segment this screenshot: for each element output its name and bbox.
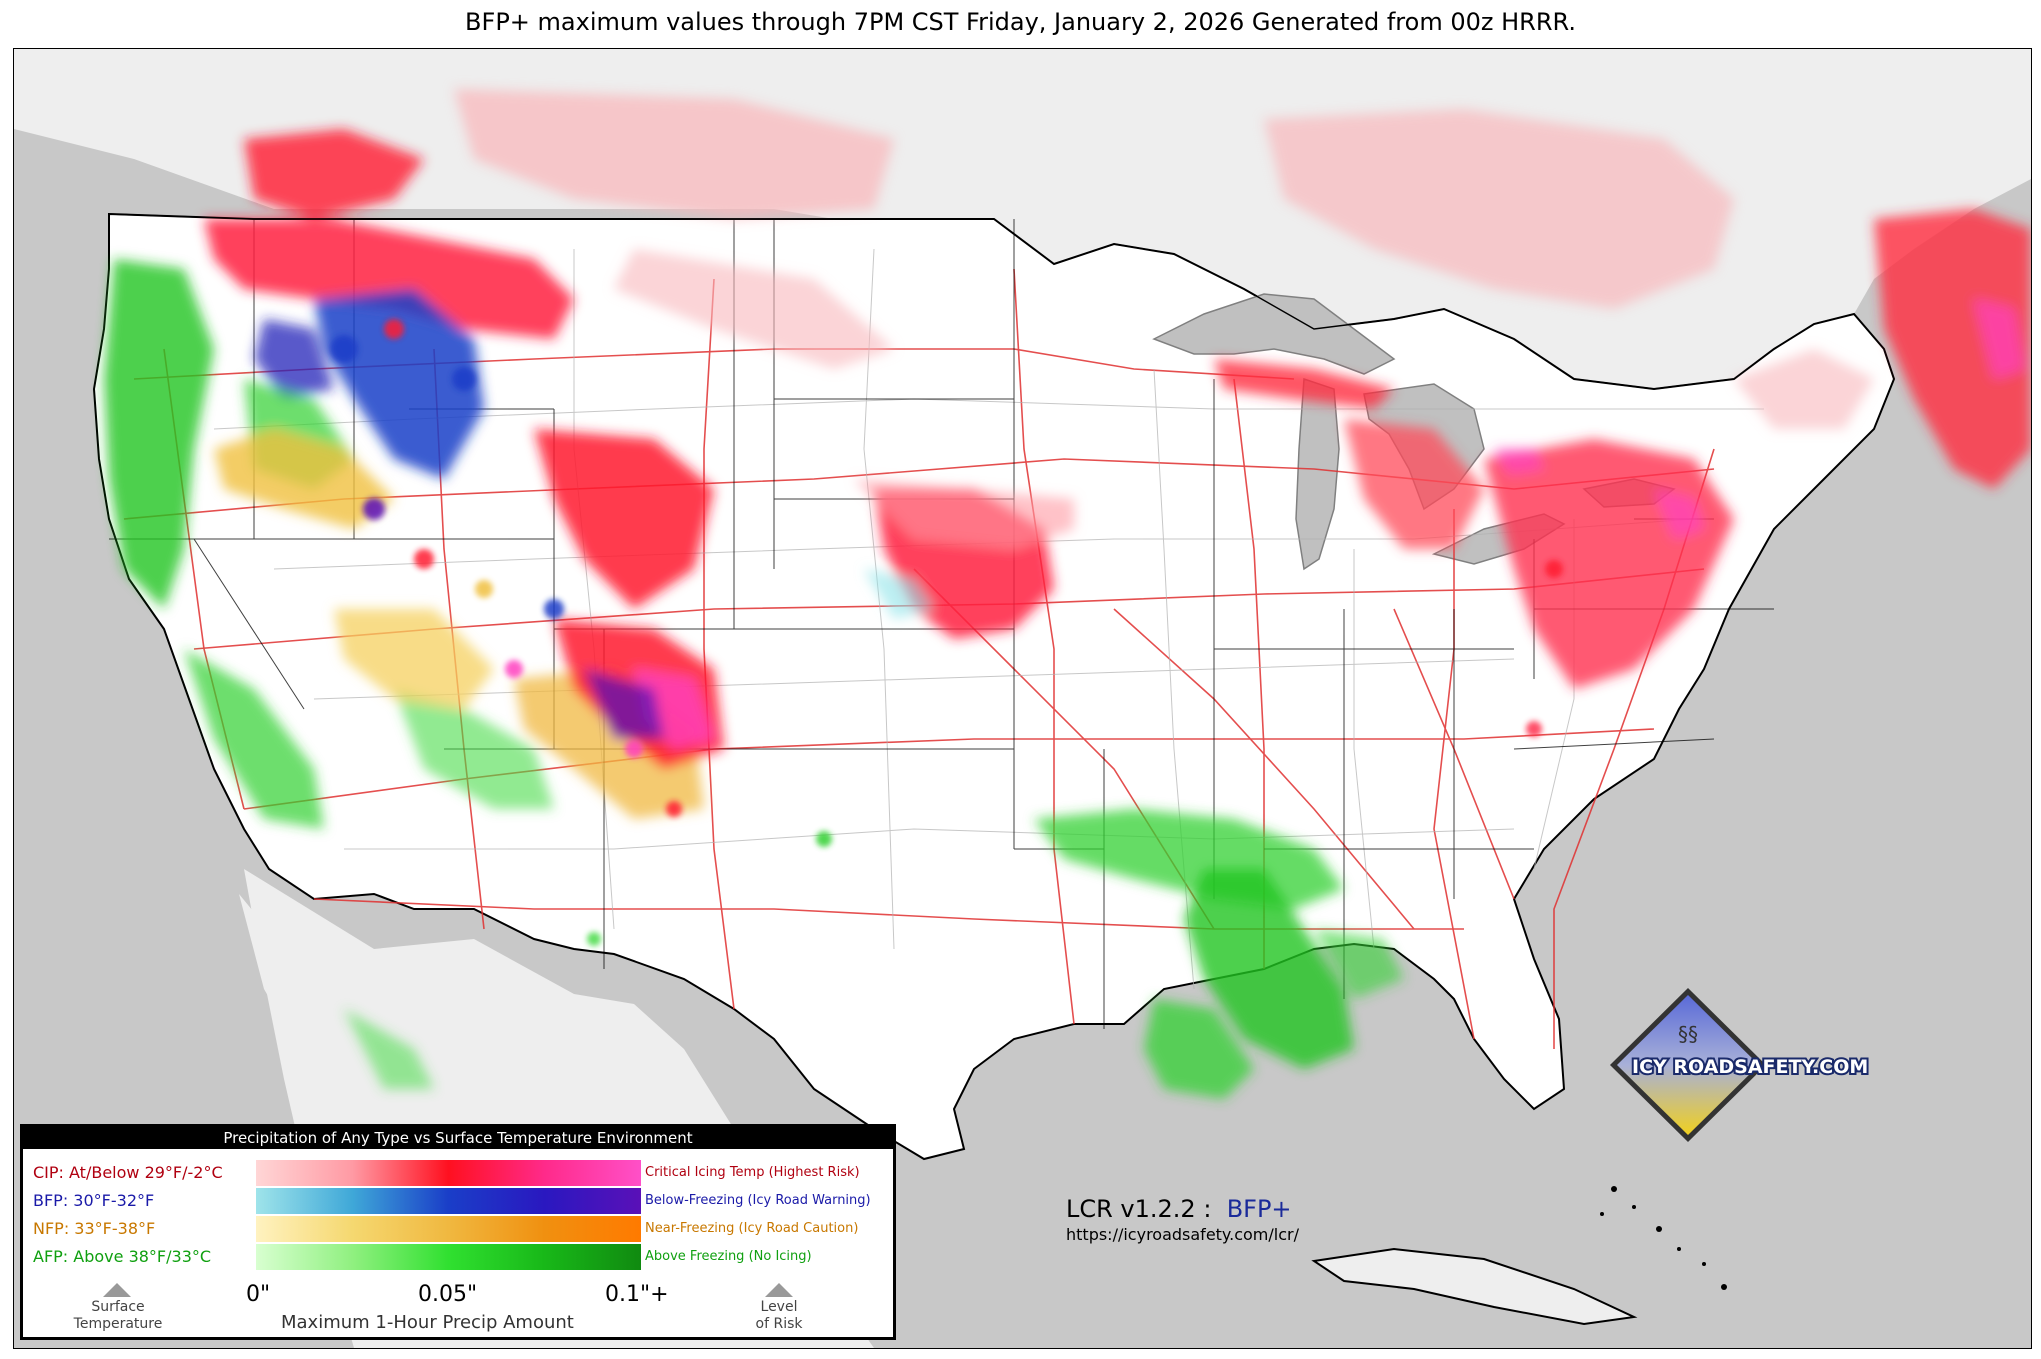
scale-min: 0" bbox=[246, 1282, 271, 1307]
svg-text:§§: §§ bbox=[1678, 1022, 1698, 1046]
legend-bar-nfp bbox=[256, 1216, 641, 1242]
legend-label-cip: CIP: At/Below 29°F/-2°C bbox=[33, 1163, 223, 1182]
surface-temperature-arrow-icon bbox=[103, 1283, 131, 1297]
legend-bar-bfp bbox=[256, 1188, 641, 1214]
legend-desc-afp: Above Freezing (No Icing) bbox=[645, 1249, 812, 1264]
left-axis-label: Surface Temperature bbox=[73, 1299, 163, 1332]
legend-header: Precipitation of Any Type vs Surface Tem… bbox=[23, 1127, 893, 1149]
legend-desc-nfp: Near-Freezing (Icy Road Caution) bbox=[645, 1221, 859, 1236]
right-axis-label: Level of Risk bbox=[755, 1299, 803, 1332]
precip-detail bbox=[330, 319, 1563, 946]
version-product: BFP+ bbox=[1226, 1195, 1292, 1223]
legend-row-nfp: NFP: 33°F-38°F Near-Freezing (Icy Road C… bbox=[23, 1216, 893, 1242]
legend: Precipitation of Any Type vs Surface Tem… bbox=[20, 1124, 896, 1340]
icy-road-safety-logo: §§ ICY ROADSAFETY.COM bbox=[1610, 988, 1870, 1142]
cuba-land bbox=[1311, 1247, 1638, 1326]
legend-label-afp: AFP: Above 38°F/33°C bbox=[33, 1247, 212, 1266]
lake-superior bbox=[1152, 293, 1396, 375]
legend-bar-cip bbox=[256, 1160, 641, 1186]
precip-overlay bbox=[104, 89, 2031, 1099]
scale-mid: 0.05" bbox=[418, 1282, 478, 1307]
legend-row-cip: CIP: At/Below 29°F/-2°C Critical Icing T… bbox=[23, 1160, 893, 1186]
version-prefix: LCR v1.2.2 : bbox=[1066, 1195, 1227, 1223]
legend-desc-cip: Critical Icing Temp (Highest Risk) bbox=[645, 1165, 860, 1180]
lcr-url: https://icyroadsafety.com/lcr/ bbox=[1066, 1225, 1299, 1244]
legend-label-nfp: NFP: 33°F-38°F bbox=[33, 1219, 156, 1238]
country-border bbox=[108, 213, 1855, 390]
scale-title: Maximum 1-Hour Precip Amount bbox=[281, 1312, 574, 1333]
level-of-risk-arrow-icon bbox=[765, 1283, 793, 1297]
legend-bar-afp bbox=[256, 1244, 641, 1270]
legend-desc-bfp: Below-Freezing (Icy Road Warning) bbox=[645, 1193, 871, 1208]
baja-land bbox=[239, 894, 364, 1139]
legend-row-afp: AFP: Above 38°F/33°C Above Freezing (No … bbox=[23, 1244, 893, 1270]
version-label: LCR v1.2.2 : BFP+ bbox=[1066, 1195, 1292, 1223]
bahamas bbox=[1600, 1186, 1727, 1290]
map-title: BFP+ maximum values through 7PM CST Frid… bbox=[465, 8, 1576, 36]
legend-label-bfp: BFP: 30°F-32°F bbox=[33, 1191, 155, 1210]
scale-max: 0.1"+ bbox=[605, 1282, 669, 1307]
logo-text: ICY ROADSAFETY.COM bbox=[1632, 1056, 1868, 1078]
legend-row-bfp: BFP: 30°F-32°F Below-Freezing (Icy Road … bbox=[23, 1188, 893, 1214]
